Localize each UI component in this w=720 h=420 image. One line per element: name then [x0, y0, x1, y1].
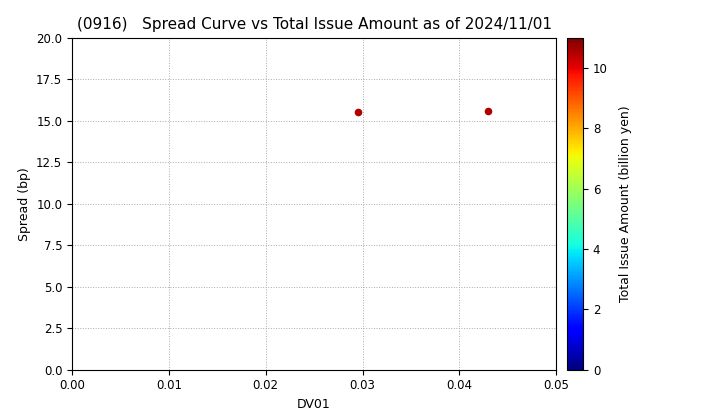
Text: (0916)   Spread Curve vs Total Issue Amount as of 2024/11/01: (0916) Spread Curve vs Total Issue Amoun… [77, 18, 552, 32]
X-axis label: DV01: DV01 [297, 398, 331, 411]
Y-axis label: Spread (bp): Spread (bp) [17, 167, 30, 241]
Y-axis label: Total Issue Amount (billion yen): Total Issue Amount (billion yen) [619, 105, 632, 302]
Point [352, 109, 364, 116]
Point [482, 108, 494, 114]
